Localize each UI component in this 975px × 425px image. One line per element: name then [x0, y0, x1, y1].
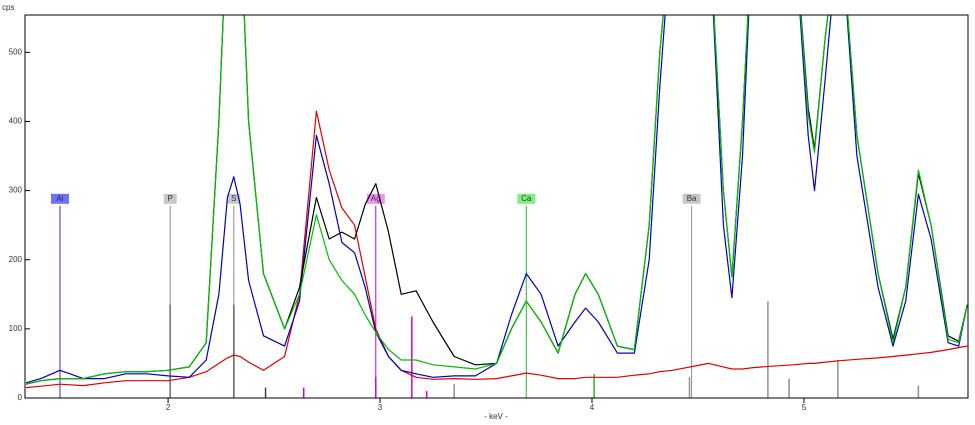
x-tick-label: 2	[166, 403, 171, 412]
spectrum-line	[26, 110, 968, 389]
element-marker-label: P	[168, 194, 173, 203]
y-tick-label: 200	[9, 255, 23, 264]
y-tick-label: 500	[9, 47, 23, 56]
element-marker-box	[50, 193, 69, 204]
element-marker-label: Ca	[521, 194, 532, 203]
x-axis-label: - keV -	[484, 412, 508, 421]
plot-frame	[24, 14, 969, 399]
element-marker-box	[366, 193, 385, 204]
element-marker-label: S	[231, 194, 236, 203]
spectrum-line	[25, 15, 968, 385]
element-marker-label: Al	[56, 194, 63, 203]
x-tick-label: 4	[590, 403, 595, 412]
element-marker-label: Ba	[687, 194, 697, 203]
element-marker-box	[163, 193, 177, 204]
element-marker-label: Ag	[371, 194, 381, 203]
y-tick-label: 0	[18, 393, 23, 402]
plot-area: Al P S Ag Ca Ba	[25, 15, 968, 398]
element-marker-box	[682, 193, 701, 204]
x-tick-label: 5	[802, 403, 807, 412]
y-tick-label: 400	[9, 117, 23, 126]
element-marker-box	[227, 193, 241, 204]
spectrum-line	[25, 15, 968, 384]
y-tick-label: 100	[9, 324, 23, 333]
x-tick-label: 3	[378, 403, 383, 412]
y-unit: cps	[2, 3, 14, 12]
element-marker-box	[517, 193, 536, 204]
y-tick-label: 300	[9, 186, 23, 195]
